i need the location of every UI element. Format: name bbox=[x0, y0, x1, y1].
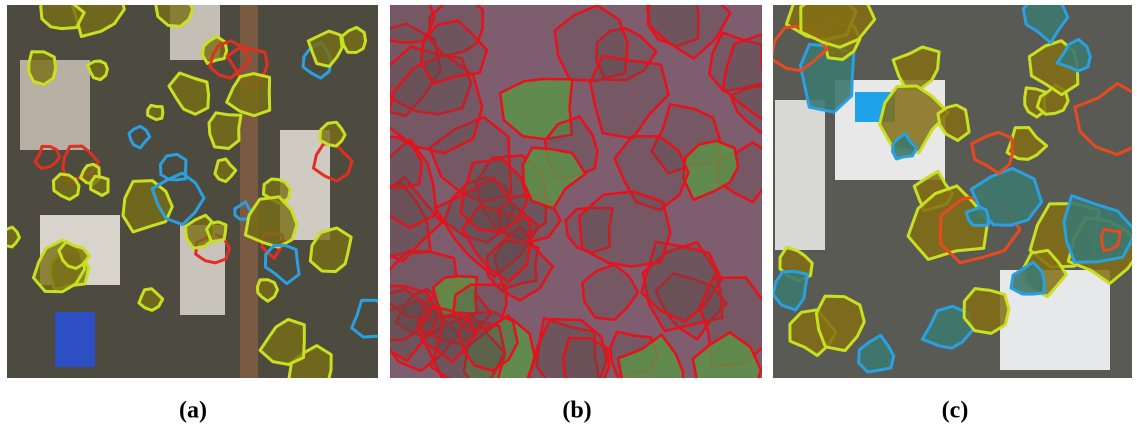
building bbox=[775, 100, 825, 250]
caption: (a) bbox=[179, 398, 207, 424]
crown-outline bbox=[964, 289, 1009, 334]
panel-c bbox=[771, 0, 1137, 378]
building bbox=[55, 312, 95, 367]
crown-outline bbox=[209, 113, 241, 149]
crown-outline bbox=[966, 207, 988, 225]
crown-outline bbox=[29, 52, 56, 85]
panel-b bbox=[356, 0, 786, 409]
crown-outline bbox=[579, 192, 670, 267]
crown-outline bbox=[148, 105, 163, 119]
figure: (a) (b) (c) bbox=[0, 0, 1137, 433]
crown-outline bbox=[563, 338, 609, 390]
crown-outline bbox=[41, 0, 84, 29]
caption: (b) bbox=[562, 398, 591, 424]
crown-outline bbox=[207, 222, 226, 242]
crown-outline bbox=[0, 227, 19, 247]
caption: (c) bbox=[942, 398, 969, 424]
panel-a bbox=[0, 0, 395, 394]
